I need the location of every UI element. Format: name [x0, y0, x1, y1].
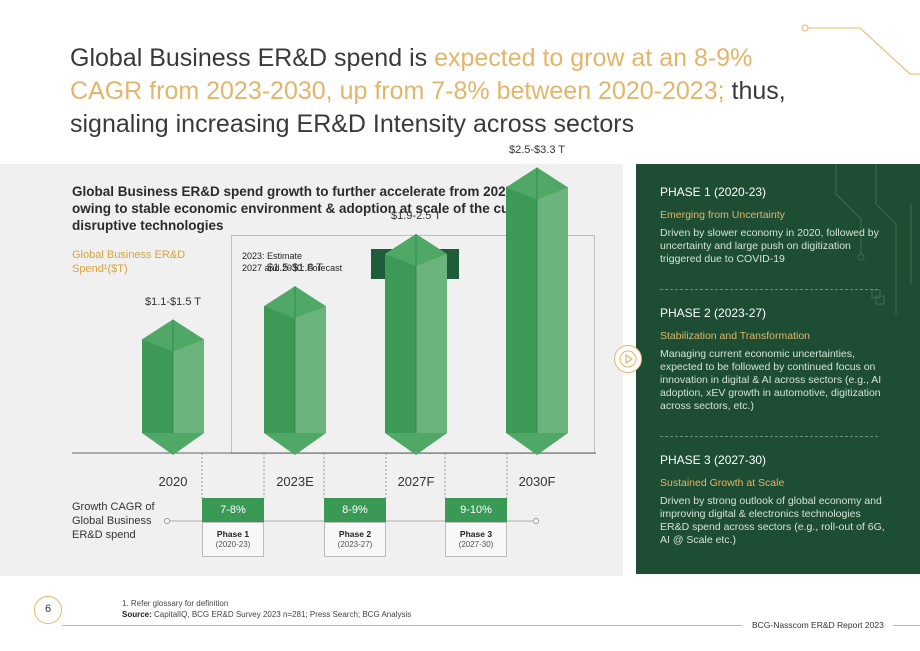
footer-line [62, 625, 742, 626]
phase2-heading: PHASE 2 (2023-27) [660, 306, 767, 320]
decorative-line-top [801, 24, 920, 75]
phase1-heading: PHASE 1 (2020-23) [660, 185, 767, 199]
source-text: CapitalIQ, BCG ER&D Survey 2023 n=281; P… [151, 610, 412, 619]
growth-row-label: Growth CAGR of Global Business ER&D spen… [72, 501, 155, 541]
phase3-cagr: 9-10% [445, 498, 507, 522]
divider [660, 289, 878, 290]
phase3-description: PHASE 3 (2027-30) Sustained Growth at Sc… [660, 452, 890, 547]
phase1-subtitle: Emerging from Uncertainty [660, 209, 785, 221]
value-label-2020: $1.1-$1.5 T [144, 295, 202, 308]
phase1-box: Phase 1 (2020-23) [202, 522, 264, 557]
divider [660, 436, 878, 437]
bar-face-right [537, 167, 568, 433]
forecast-note: 2023: Estimate 2027 and 2030: Forecast [242, 251, 343, 273]
phase1-cagr: 7-8% [202, 498, 264, 522]
report-name: BCG-Nasscom ER&D Report 2023 [752, 620, 884, 630]
phase3-text: Driven by strong outlook of global econo… [660, 495, 885, 546]
circuit-decoration [835, 164, 912, 314]
connector-dot [533, 518, 539, 524]
footnote-note: 1. Refer glossary for definition [122, 599, 229, 608]
play-icon[interactable] [614, 345, 642, 373]
value-label-2030: $2.5-$3.3 T [508, 143, 566, 156]
bar-face-right [416, 234, 447, 433]
x-tick-2030: 2030F [518, 474, 556, 489]
y-axis-label: Global Business ER&D Spend¹($T) [72, 249, 186, 275]
bar-face-left [385, 234, 416, 433]
footer-line [893, 625, 920, 626]
phase2-description: PHASE 2 (2023-27) Stabilization and Tran… [660, 305, 890, 413]
headline-highlight: expected to grow at an 8-9% CAGR from 20… [70, 44, 753, 105]
bar-bottom [142, 433, 204, 455]
phase3-subtitle: Sustained Growth at Scale [660, 477, 785, 489]
phase2-box: Phase 2 (2023-27) [324, 522, 386, 557]
phase2-subtitle: Stabilization and Transformation [660, 330, 810, 342]
bar-face-left [264, 286, 295, 433]
bar-face-left [506, 167, 537, 433]
x-tick-2020: 2020 [158, 474, 188, 489]
x-tick-2023: 2023E [276, 474, 314, 489]
bar-chart [72, 167, 596, 524]
page-number: 6 [34, 596, 62, 624]
phase2-text: Managing current economic uncertainties,… [660, 348, 882, 412]
connector-dot [164, 518, 170, 524]
footnote: 1. Refer glossary for definition Source:… [122, 599, 412, 619]
phase3-box: Phase 3 (2027-30) [445, 522, 507, 557]
bar-face-right [295, 286, 326, 433]
bar-bottom [506, 433, 568, 455]
value-label-2023: $1.5-$1.8 T [266, 262, 324, 275]
phase1-description: PHASE 1 (2020-23) Emerging from Uncertai… [660, 184, 890, 266]
page-headline: Global Business ER&D spend is expected t… [70, 44, 786, 138]
phase1-text: Driven by slower economy in 2020, follow… [660, 227, 879, 265]
bar-bottom [264, 433, 326, 455]
bar-bottom [385, 433, 447, 455]
phase-description-panel [636, 164, 920, 574]
x-tick-2027: 2027F [397, 474, 435, 489]
phase2-cagr: 8-9% [324, 498, 386, 522]
phase3-heading: PHASE 3 (2027-30) [660, 453, 767, 467]
value-label-2027: $1.9-2.5 T [391, 210, 441, 222]
chart-title: Global Business ER&D spend growth to fur… [72, 184, 564, 233]
